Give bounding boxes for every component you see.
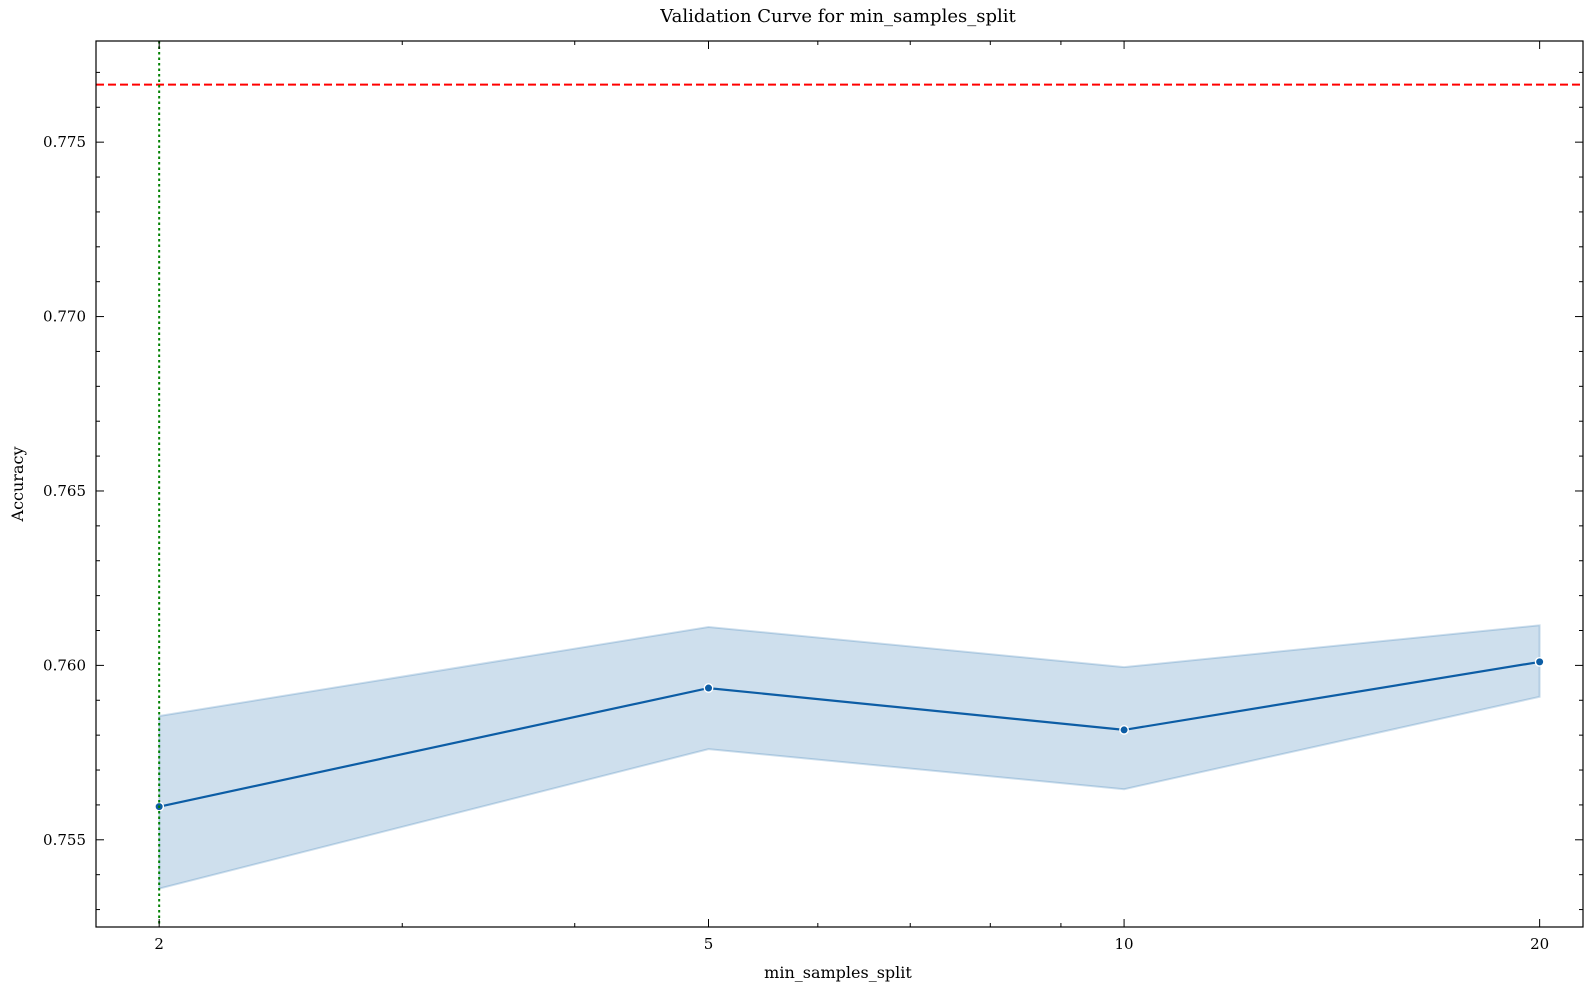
axis-ticks: 0.755 0.760 0.765 0.770 0.775 2 5 10 20 xyxy=(43,41,1583,953)
data-point-10 xyxy=(1119,725,1129,735)
y-tick-label: 0.770 xyxy=(43,308,86,326)
data-point-5 xyxy=(703,683,714,693)
x-tick-label: 5 xyxy=(704,935,714,953)
x-axis-label: min_samples_split xyxy=(764,963,912,982)
x-tick-label: 2 xyxy=(154,935,164,953)
y-axis-label: Accuracy xyxy=(8,447,27,523)
data-point-20 xyxy=(1534,656,1545,667)
plot-frame xyxy=(95,40,1584,928)
y-tick-label: 0.765 xyxy=(43,482,86,500)
plot-area xyxy=(96,41,1583,927)
x-tick-label: 20 xyxy=(1530,935,1549,953)
series-line-0 xyxy=(158,660,1540,808)
y-tick-label: 0.775 xyxy=(43,133,86,151)
x-tick-label: 10 xyxy=(1115,935,1134,953)
chart-title: Validation Curve for min_samples_split xyxy=(659,6,1016,27)
y-tick-label: 0.760 xyxy=(43,656,86,674)
confidence-band-0 xyxy=(158,624,1541,890)
y-tick-label: 0.755 xyxy=(43,831,86,849)
